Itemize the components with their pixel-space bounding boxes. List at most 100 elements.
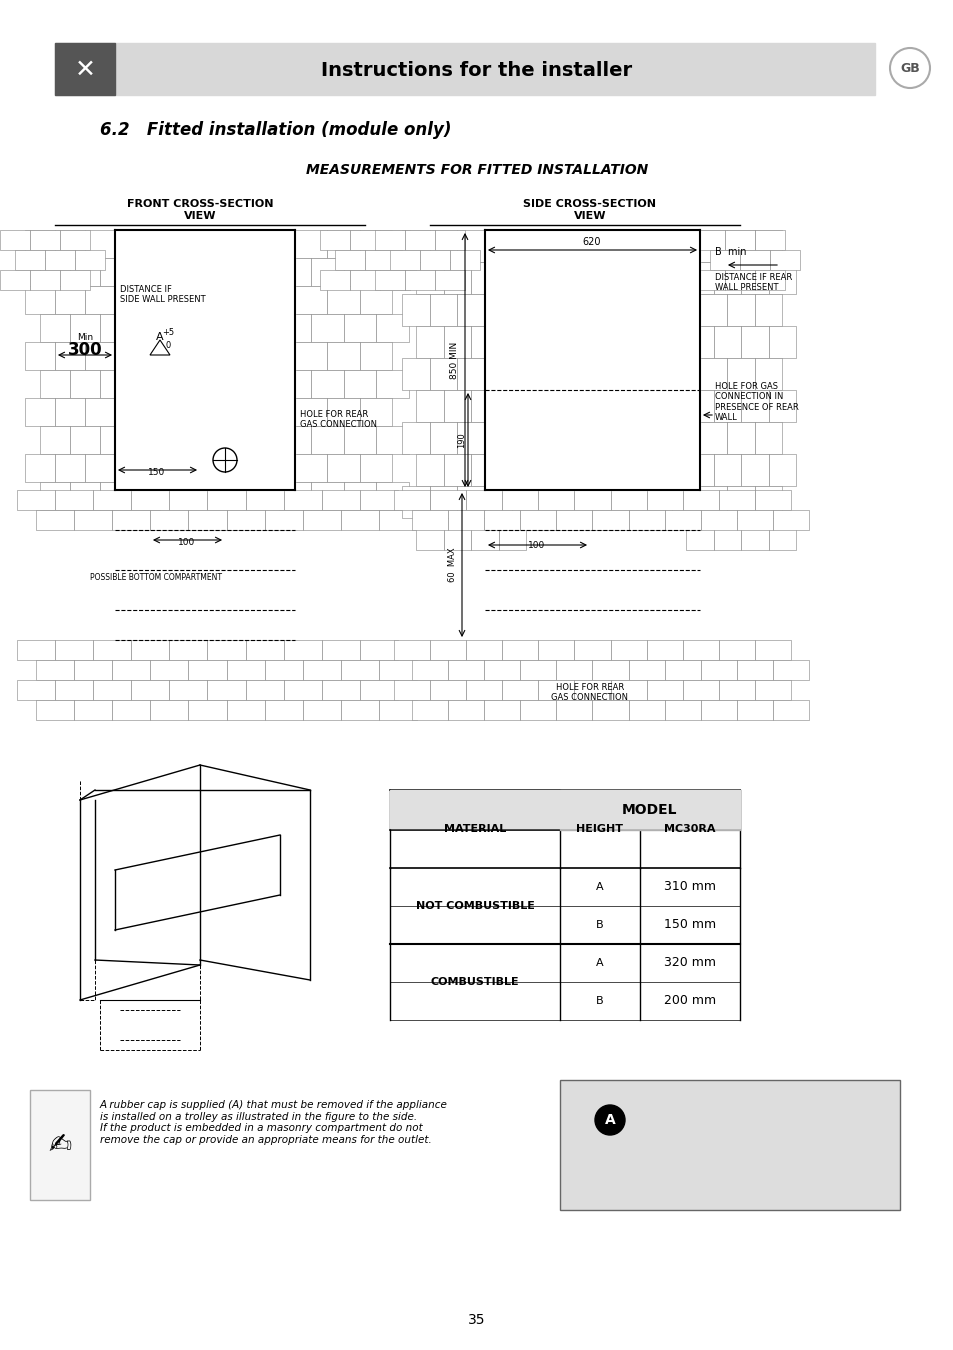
Bar: [132, 680, 170, 701]
Text: 190: 190: [457, 432, 466, 448]
Text: B  min: B min: [714, 247, 745, 256]
Bar: [264, 660, 302, 680]
Bar: [574, 490, 610, 510]
Bar: [0, 270, 30, 290]
Bar: [412, 701, 448, 720]
Bar: [359, 640, 397, 660]
Bar: [36, 660, 74, 680]
Text: 620: 620: [582, 238, 600, 247]
Bar: [419, 250, 450, 270]
Bar: [262, 398, 294, 427]
Text: 35: 35: [468, 1314, 485, 1327]
Bar: [170, 490, 208, 510]
Bar: [695, 270, 724, 290]
Bar: [55, 43, 115, 95]
Bar: [85, 398, 115, 427]
Bar: [55, 342, 85, 370]
Bar: [519, 660, 556, 680]
Bar: [435, 270, 464, 290]
Bar: [501, 680, 537, 701]
Bar: [430, 640, 466, 660]
Bar: [695, 230, 724, 250]
Bar: [75, 250, 105, 270]
Bar: [208, 680, 245, 701]
Bar: [484, 486, 512, 518]
Bar: [416, 390, 443, 423]
Bar: [311, 370, 343, 398]
Bar: [559, 790, 639, 828]
Bar: [189, 660, 226, 680]
Bar: [682, 680, 719, 701]
Bar: [646, 680, 682, 701]
Bar: [151, 660, 189, 680]
Bar: [484, 230, 512, 262]
Polygon shape: [150, 340, 170, 355]
Bar: [226, 701, 264, 720]
Text: ✕: ✕: [74, 58, 95, 82]
Bar: [70, 258, 100, 286]
Bar: [740, 518, 768, 549]
Bar: [189, 510, 226, 531]
Bar: [390, 250, 419, 270]
Bar: [672, 358, 700, 390]
Bar: [646, 640, 682, 660]
Text: HOLE FOR REAR
GAS CONNECTION: HOLE FOR REAR GAS CONNECTION: [551, 683, 628, 702]
Bar: [283, 490, 321, 510]
Text: 6.2   Fitted installation (module only): 6.2 Fitted installation (module only): [100, 122, 451, 139]
Bar: [685, 518, 713, 549]
Bar: [208, 640, 245, 660]
Bar: [402, 230, 430, 262]
Bar: [416, 454, 443, 486]
Bar: [724, 270, 754, 290]
Bar: [115, 398, 145, 427]
Bar: [416, 518, 443, 549]
Bar: [448, 701, 484, 720]
Bar: [682, 640, 719, 660]
Text: 60  MAX: 60 MAX: [448, 548, 457, 582]
Bar: [311, 258, 343, 286]
Bar: [754, 486, 781, 518]
Bar: [727, 230, 754, 262]
Bar: [378, 510, 416, 531]
Bar: [378, 660, 416, 680]
Bar: [45, 250, 75, 270]
Bar: [610, 490, 646, 510]
Bar: [245, 640, 283, 660]
Bar: [55, 286, 85, 315]
Bar: [740, 454, 768, 486]
Text: A: A: [604, 1112, 615, 1127]
Bar: [40, 370, 70, 398]
Bar: [559, 790, 740, 830]
Bar: [724, 230, 754, 250]
Bar: [628, 510, 664, 531]
Bar: [769, 250, 800, 270]
Bar: [700, 423, 727, 454]
Bar: [713, 454, 740, 486]
Bar: [245, 680, 283, 701]
Text: B: B: [596, 996, 603, 1006]
Bar: [709, 250, 740, 270]
Bar: [727, 358, 754, 390]
Bar: [519, 510, 556, 531]
Bar: [115, 230, 294, 490]
Bar: [700, 660, 736, 680]
Bar: [501, 640, 537, 660]
Bar: [40, 482, 70, 510]
Bar: [170, 680, 208, 701]
Text: 150 mm: 150 mm: [663, 918, 716, 932]
Bar: [359, 454, 392, 482]
Bar: [375, 315, 408, 342]
Bar: [700, 510, 736, 531]
Bar: [262, 454, 294, 482]
Bar: [375, 482, 408, 510]
Bar: [754, 294, 781, 325]
Bar: [457, 486, 484, 518]
Bar: [405, 230, 435, 250]
Bar: [466, 680, 501, 701]
Text: MATERIAL: MATERIAL: [443, 824, 506, 834]
Bar: [412, 660, 448, 680]
Bar: [319, 270, 350, 290]
Bar: [0, 230, 30, 250]
Bar: [443, 325, 471, 358]
Bar: [736, 510, 772, 531]
